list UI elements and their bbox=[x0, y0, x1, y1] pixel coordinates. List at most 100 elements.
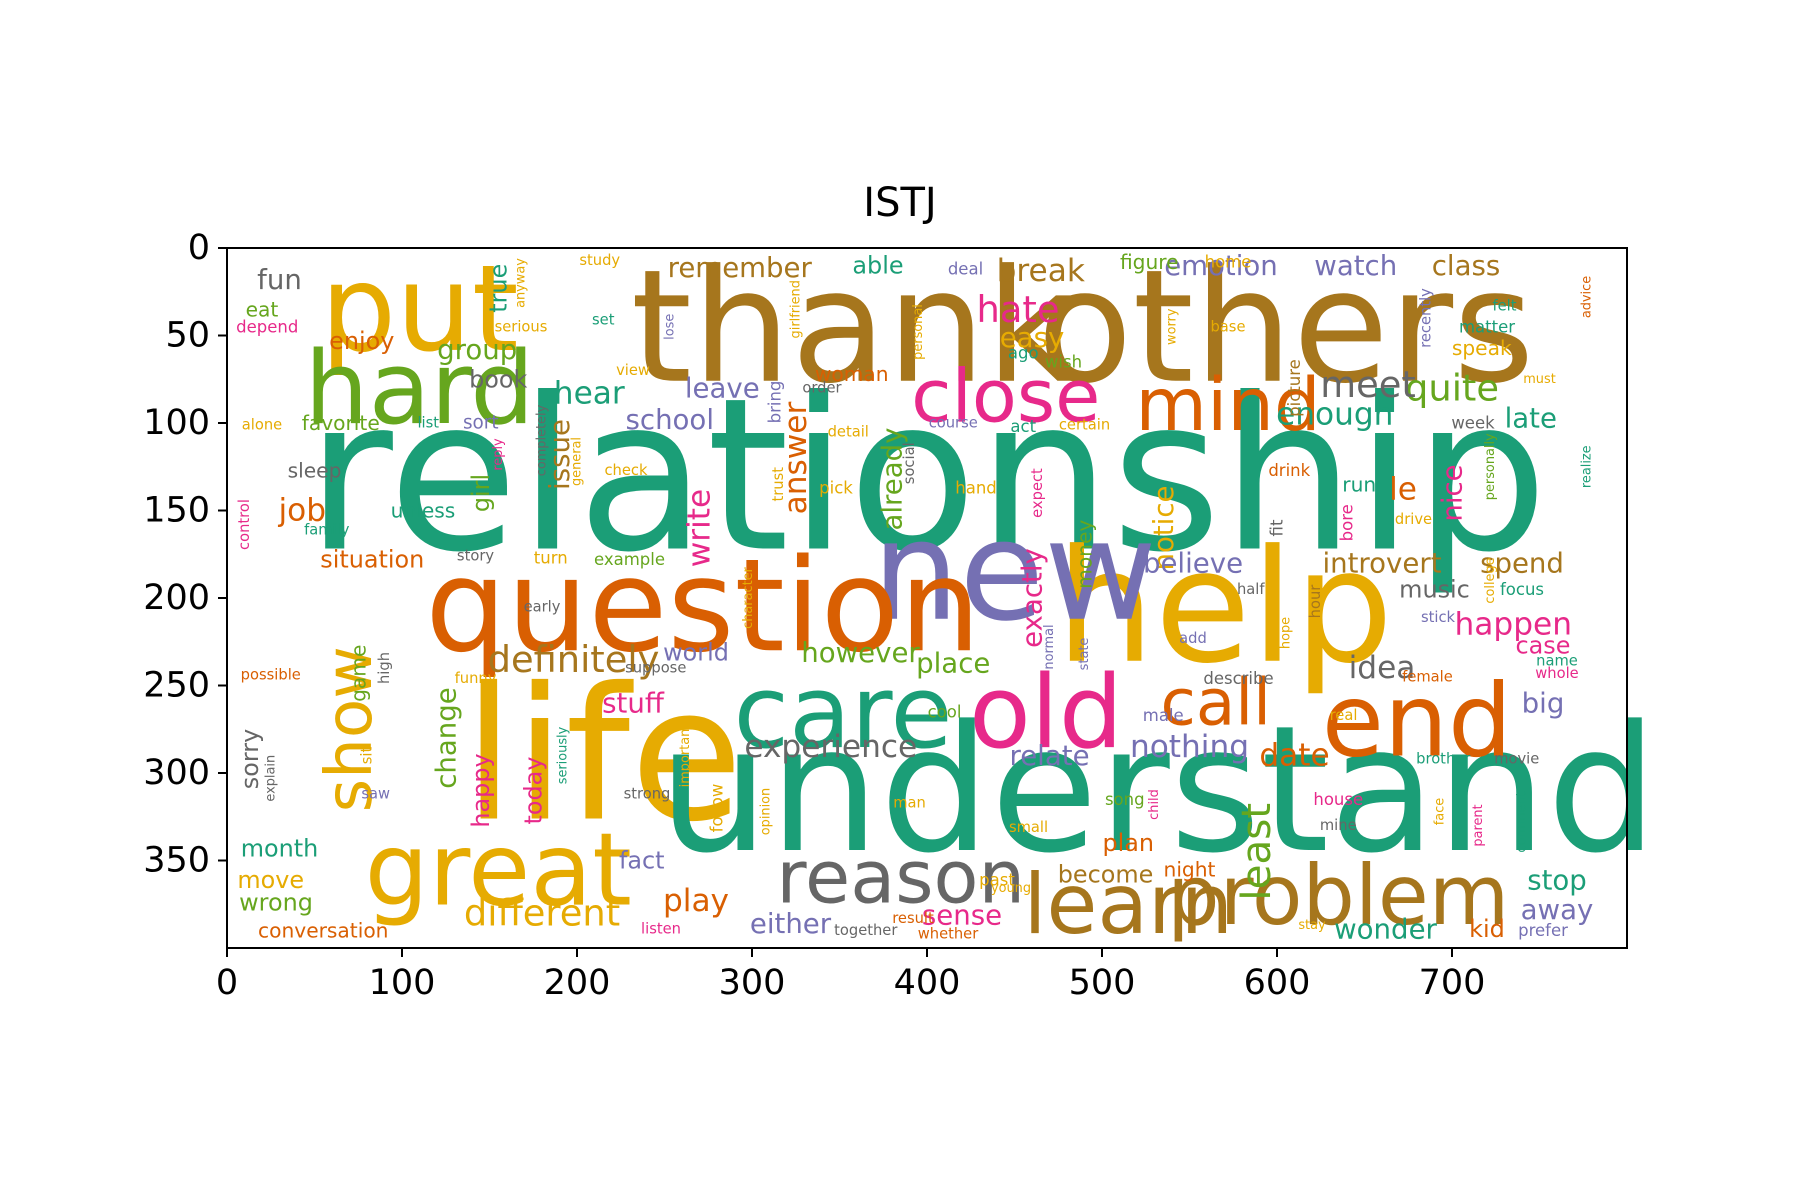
word-add: add bbox=[1179, 630, 1207, 647]
word-true: true bbox=[484, 264, 512, 313]
word-thank: thank bbox=[631, 236, 1076, 418]
word-help: help bbox=[1056, 516, 1394, 698]
word-le: le bbox=[1389, 472, 1417, 508]
word-young: young bbox=[991, 881, 1031, 896]
word-relate: relate bbox=[1009, 739, 1089, 772]
word-order: order bbox=[802, 380, 842, 397]
word-study: study bbox=[579, 252, 620, 269]
x-axis: 0 100 200 300 400 500 600 700 bbox=[216, 948, 1486, 1003]
y-tick-label: 350 bbox=[143, 841, 210, 881]
word-set: set bbox=[592, 311, 615, 328]
word-play: play bbox=[663, 883, 729, 919]
word-male: male bbox=[1143, 706, 1184, 725]
word-book: book bbox=[469, 365, 527, 393]
word-woman: woman bbox=[815, 362, 889, 386]
word-experience: experience bbox=[744, 729, 917, 765]
word-case: case bbox=[1516, 631, 1571, 659]
word-story: story bbox=[457, 548, 494, 565]
word-whether: whether bbox=[918, 926, 979, 943]
word-plan: plan bbox=[1102, 829, 1154, 857]
word-old: old bbox=[969, 653, 1123, 771]
word-believe: believe bbox=[1143, 547, 1243, 580]
word-mind: mind bbox=[1135, 363, 1320, 448]
word-girl: girl bbox=[467, 474, 495, 512]
word-pick: pick bbox=[819, 478, 853, 497]
word-class: class bbox=[1432, 249, 1501, 282]
word-job: job bbox=[277, 493, 326, 529]
word-family: family bbox=[304, 521, 350, 538]
word-advice: advice bbox=[1579, 276, 1594, 318]
word-stay: stay bbox=[1298, 918, 1326, 933]
y-tick-label: 50 bbox=[165, 316, 210, 356]
word-state: state bbox=[1077, 638, 1092, 671]
word-problem: problem bbox=[1167, 847, 1509, 944]
word-run: run bbox=[1342, 472, 1376, 496]
word-game: game bbox=[346, 645, 370, 702]
word-follow: follow bbox=[708, 784, 727, 833]
word-away: away bbox=[1521, 893, 1594, 926]
word-past: past bbox=[979, 870, 1015, 889]
word-worry: worry bbox=[1165, 308, 1180, 345]
word-lose: lose bbox=[662, 314, 677, 340]
word-song: song bbox=[1105, 790, 1145, 809]
word-happy: happy bbox=[467, 753, 495, 827]
word-recently: recently bbox=[1417, 288, 1434, 348]
word-turn: turn bbox=[534, 548, 568, 567]
word-break: break bbox=[997, 253, 1085, 289]
word-favorite: favorite bbox=[302, 411, 380, 435]
word-movie: movie bbox=[1494, 751, 1539, 768]
x-tick-label: 200 bbox=[544, 963, 611, 1003]
word-seriously: seriously bbox=[556, 726, 571, 784]
word-relationship: relationship bbox=[306, 353, 1548, 599]
word-situation: situation bbox=[320, 546, 424, 574]
word-figure: figure bbox=[1120, 250, 1179, 274]
y-tick-label: 300 bbox=[143, 753, 210, 793]
word-personal: personal bbox=[911, 304, 926, 360]
word-wonder: wonder bbox=[1334, 912, 1437, 945]
word-sort: sort bbox=[463, 413, 499, 434]
word-able: able bbox=[852, 252, 903, 280]
word-focus: focus bbox=[1500, 580, 1544, 599]
word-hard: hard bbox=[305, 329, 535, 447]
word-check: check bbox=[604, 462, 647, 479]
word-child: child bbox=[1147, 789, 1162, 820]
word-care: care bbox=[733, 653, 952, 771]
word-show: show bbox=[312, 646, 387, 812]
word-close: close bbox=[911, 354, 1100, 439]
word-character: character bbox=[741, 566, 756, 628]
word-hour: hour bbox=[1307, 584, 1324, 619]
word-answer: answer bbox=[778, 402, 814, 515]
word-mine: mine bbox=[1320, 817, 1357, 834]
word-nice: nice bbox=[1436, 464, 1469, 521]
y-tick-label: 0 bbox=[188, 228, 210, 268]
word-possible: possible bbox=[241, 667, 301, 684]
word-small: small bbox=[1009, 819, 1048, 836]
word-fit: fit bbox=[1268, 519, 1287, 536]
word-introvert: introvert bbox=[1322, 547, 1441, 580]
word-explain: explain bbox=[263, 755, 278, 802]
y-tick-label: 250 bbox=[143, 666, 210, 706]
word-reason: reason bbox=[776, 836, 1025, 921]
word-hope: hope bbox=[1278, 617, 1293, 649]
word-month: month bbox=[241, 834, 319, 862]
word-new: new bbox=[872, 492, 1157, 652]
x-tick-label: 600 bbox=[1244, 963, 1311, 1003]
word-control: control bbox=[236, 499, 253, 550]
word-group: group bbox=[437, 333, 517, 366]
word-deal: deal bbox=[948, 260, 983, 279]
word-leave: leave bbox=[685, 372, 760, 405]
word-different: different bbox=[464, 892, 620, 935]
x-tick-label: 700 bbox=[1419, 963, 1486, 1003]
x-tick-label: 500 bbox=[1069, 963, 1136, 1003]
word-course: course bbox=[929, 415, 978, 432]
word-world: world bbox=[663, 638, 729, 666]
word-quite: quite bbox=[1405, 367, 1499, 410]
word-result: result bbox=[892, 910, 934, 927]
word-week: week bbox=[1451, 414, 1495, 433]
word-name: name bbox=[1536, 653, 1578, 670]
word-together: together bbox=[834, 922, 898, 939]
word-expect: expect bbox=[1029, 468, 1046, 518]
word-face: face bbox=[1432, 798, 1447, 826]
word-easy: easy bbox=[1000, 321, 1065, 354]
